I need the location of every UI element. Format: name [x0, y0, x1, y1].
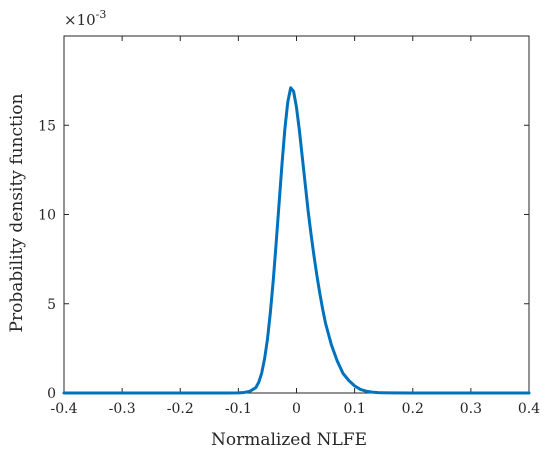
y-tick-label: 0	[47, 386, 56, 402]
y-multiplier-exponent: -3	[96, 8, 107, 21]
x-tick-label: -0.1	[225, 401, 252, 417]
y-multiplier-base: ×10	[64, 11, 96, 29]
x-tick-label: 0.4	[518, 401, 540, 417]
y-tick-label: 15	[38, 118, 56, 134]
y-multiplier-label: ×10-3	[64, 8, 106, 29]
y-axis-label: Probability density function	[7, 93, 27, 332]
y-tick-label: 5	[47, 297, 56, 313]
y-tick-label: 10	[38, 208, 56, 224]
pdf-series-line	[62, 86, 531, 395]
plot-frame	[63, 35, 530, 394]
x-tick-label: 0.2	[402, 401, 424, 417]
x-tick-label: 0.1	[343, 401, 365, 417]
x-tick-label: -0.3	[109, 401, 136, 417]
x-axis-label: Normalized NLFE	[211, 430, 367, 450]
x-tick-label: 0	[292, 401, 301, 417]
x-tick-label: 0.3	[460, 401, 482, 417]
x-tick-label: -0.2	[167, 401, 194, 417]
x-tick-label: -0.4	[51, 401, 78, 417]
